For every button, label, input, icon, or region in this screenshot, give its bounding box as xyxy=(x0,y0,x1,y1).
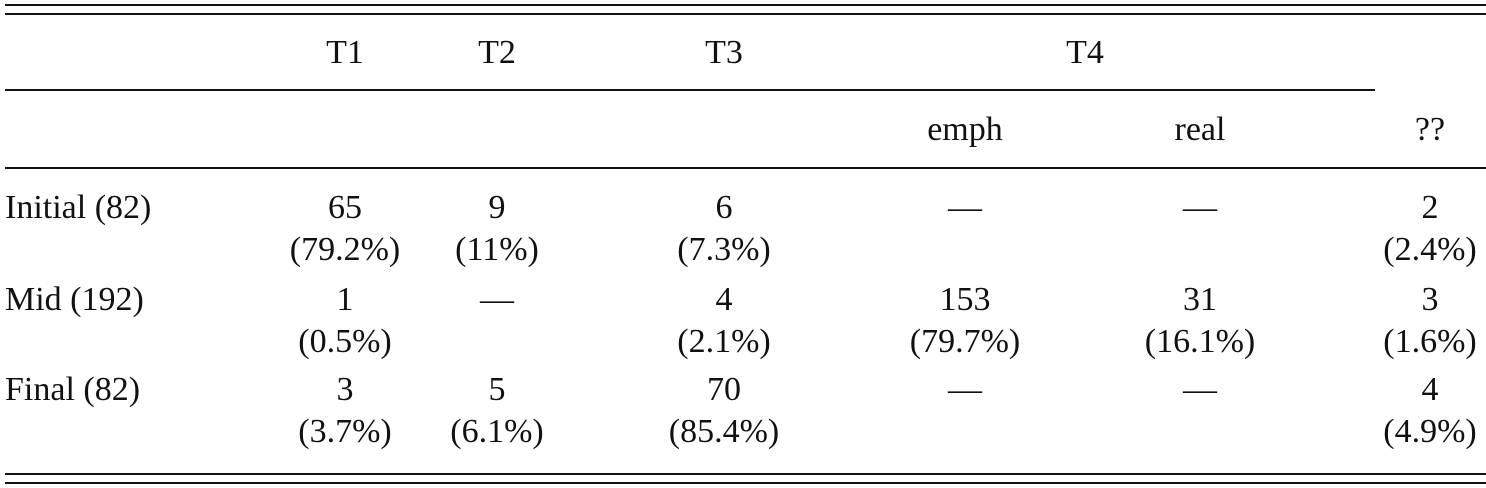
cell-count: 31 xyxy=(1183,281,1217,318)
cell-count: — xyxy=(1182,189,1218,226)
cell-percent: (79.2%) xyxy=(290,231,400,268)
cell-percent: (2.4%) xyxy=(1383,231,1476,268)
cell-percent: (3.7%) xyxy=(298,413,391,450)
cell-count: 6 xyxy=(716,189,733,226)
column-subheader: real xyxy=(1175,111,1226,148)
cell-count: 9 xyxy=(489,189,506,226)
column-header: T3 xyxy=(705,34,743,71)
row-label: Mid (192) xyxy=(5,281,144,318)
cell-percent: (85.4%) xyxy=(669,413,779,450)
column-header: T2 xyxy=(478,34,516,71)
cell-count: 70 xyxy=(707,371,741,408)
column-subheader: emph xyxy=(927,111,1003,148)
cell-count: 1 xyxy=(337,281,354,318)
cell-count: 153 xyxy=(940,281,991,318)
cell-count: 4 xyxy=(716,281,733,318)
cell-count: 2 xyxy=(1422,189,1439,226)
column-header: T4 xyxy=(1066,34,1104,71)
cell-count: — xyxy=(479,281,515,318)
cell-count: 3 xyxy=(337,371,354,408)
row-label: Initial (82) xyxy=(5,189,151,226)
cell-count: 65 xyxy=(328,189,362,226)
cell-count: — xyxy=(947,189,983,226)
cell-percent: (6.1%) xyxy=(450,413,543,450)
cell-count: 5 xyxy=(489,371,506,408)
cell-percent: (4.9%) xyxy=(1383,413,1476,450)
column-subheader: ?? xyxy=(1415,111,1445,148)
cell-percent: (0.5%) xyxy=(298,323,391,360)
cell-count: — xyxy=(947,371,983,408)
cell-percent: (11%) xyxy=(455,231,539,268)
cell-percent: (1.6%) xyxy=(1383,323,1476,360)
cell-percent: (2.1%) xyxy=(677,323,770,360)
cell-percent: (79.7%) xyxy=(910,323,1020,360)
cell-count: — xyxy=(1182,371,1218,408)
cell-count: 4 xyxy=(1422,371,1439,408)
cell-count: 3 xyxy=(1422,281,1439,318)
row-label: Final (82) xyxy=(5,371,140,408)
column-header: T1 xyxy=(326,34,364,71)
cell-percent: (16.1%) xyxy=(1145,323,1255,360)
cell-percent: (7.3%) xyxy=(677,231,770,268)
